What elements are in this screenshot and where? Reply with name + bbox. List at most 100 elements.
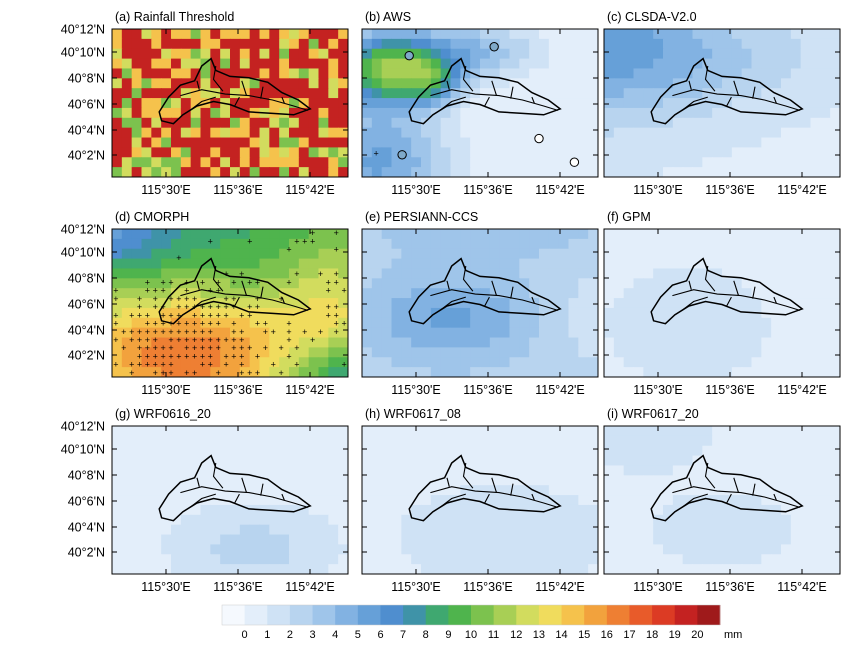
svg-text:+: + [176, 310, 181, 320]
svg-text:+: + [129, 368, 134, 378]
river-line [196, 280, 200, 290]
svg-text:+: + [168, 277, 173, 287]
colorbar-box [652, 605, 676, 625]
svg-text:+: + [247, 310, 252, 320]
svg-text:+: + [160, 351, 165, 361]
river-line [430, 289, 559, 311]
panel-title-b: (b) AWS [365, 10, 411, 24]
svg-text:+: + [278, 294, 283, 304]
svg-text:+: + [137, 327, 142, 337]
svg-text:+: + [294, 343, 299, 353]
lon-tick-label: 115°36'E [463, 183, 513, 197]
lat-tick-label: 40°6'N [68, 98, 105, 112]
river-line [773, 96, 777, 104]
river-line [681, 493, 708, 508]
lon-tick-label: 115°42'E [777, 183, 827, 197]
lon-tick-label: 115°36'E [463, 383, 513, 397]
river-line [180, 486, 309, 508]
colorbar-label: 3 [309, 629, 315, 641]
river-line [491, 477, 498, 493]
river-line [752, 286, 756, 299]
svg-text:+: + [192, 327, 197, 337]
river-line [726, 493, 732, 504]
svg-text:+: + [121, 343, 126, 353]
river-line [439, 96, 466, 111]
precip-field-i [604, 426, 840, 574]
lon-tick-label: 115°42'E [285, 383, 335, 397]
lon-tick-label: 115°42'E [285, 183, 335, 197]
svg-text:+: + [239, 269, 244, 279]
svg-text:+: + [192, 310, 197, 320]
colorbar-box [403, 605, 427, 625]
river-line [241, 280, 248, 296]
lon-tick-label: 115°36'E [213, 183, 263, 197]
svg-text:+: + [247, 343, 252, 353]
svg-text:+: + [160, 319, 165, 329]
svg-text:+: + [231, 319, 236, 329]
lon-tick-label: 115°30'E [141, 183, 191, 197]
colorbar-label: 18 [646, 629, 658, 641]
lon-tick-label: 115°30'E [391, 383, 441, 397]
river-line [726, 96, 732, 107]
lat-tick-label: 40°10'N [61, 246, 105, 260]
svg-text:+: + [200, 310, 205, 320]
river-line [491, 280, 498, 296]
svg-text:+: + [239, 335, 244, 345]
river-line [681, 296, 708, 311]
lon-tick-label: 115°30'E [391, 183, 441, 197]
river-line [430, 486, 559, 508]
svg-text:+: + [121, 327, 126, 337]
svg-text:+: + [153, 302, 158, 312]
svg-text:+: + [255, 368, 260, 378]
lat-tick-label: 40°12'N [61, 223, 105, 237]
svg-text:+: + [247, 302, 252, 312]
river-line [688, 477, 692, 487]
lat-tick-label: 40°8'N [68, 272, 105, 286]
plus-marker: + [374, 148, 379, 158]
svg-text:+: + [145, 310, 150, 320]
river-line [510, 483, 514, 496]
river-line [430, 89, 559, 111]
svg-text:+: + [192, 302, 197, 312]
svg-text:+: + [200, 319, 205, 329]
colorbar-box [674, 605, 698, 625]
lon-tick-label: 115°36'E [705, 580, 755, 594]
river-line [281, 296, 285, 304]
river-line [241, 80, 248, 96]
lon-tick-label: 115°42'E [535, 580, 585, 594]
svg-text:+: + [200, 360, 205, 370]
svg-text:+: + [255, 294, 260, 304]
svg-text:+: + [129, 327, 134, 337]
river-line [681, 96, 708, 111]
colorbar-label: 7 [400, 629, 406, 641]
colorbar-label: 1 [264, 629, 270, 641]
river-line [773, 296, 777, 304]
river-line [733, 477, 740, 493]
map-frame [111, 425, 349, 575]
river-line [212, 462, 224, 489]
svg-text:+: + [216, 319, 221, 329]
svg-text:+: + [334, 319, 339, 329]
svg-text:+: + [145, 327, 150, 337]
river-line [688, 280, 692, 290]
svg-text:+: + [176, 335, 181, 345]
svg-text:+: + [176, 327, 181, 337]
svg-text:+: + [326, 302, 331, 312]
svg-text:+: + [153, 351, 158, 361]
station-marker [489, 42, 499, 52]
svg-text:+: + [113, 310, 118, 320]
river-line [446, 477, 450, 487]
svg-text:+: + [263, 319, 268, 329]
panel-title-h: (h) WRF0617_08 [365, 407, 461, 421]
svg-text:+: + [176, 351, 181, 361]
river-line [752, 86, 756, 99]
colorbar-box [561, 605, 585, 625]
svg-text:+: + [113, 319, 118, 329]
svg-text:+: + [184, 302, 189, 312]
svg-text:+: + [184, 343, 189, 353]
svg-text:+: + [137, 343, 142, 353]
colorbar-labels: 0 1 2 3 4 5 6 7 8 9 10 11 12 13 14 15 16 17 18 19 20 [242, 629, 704, 641]
svg-text:+: + [113, 294, 118, 304]
lon-tick-label: 115°36'E [705, 383, 755, 397]
svg-text:+: + [239, 343, 244, 353]
